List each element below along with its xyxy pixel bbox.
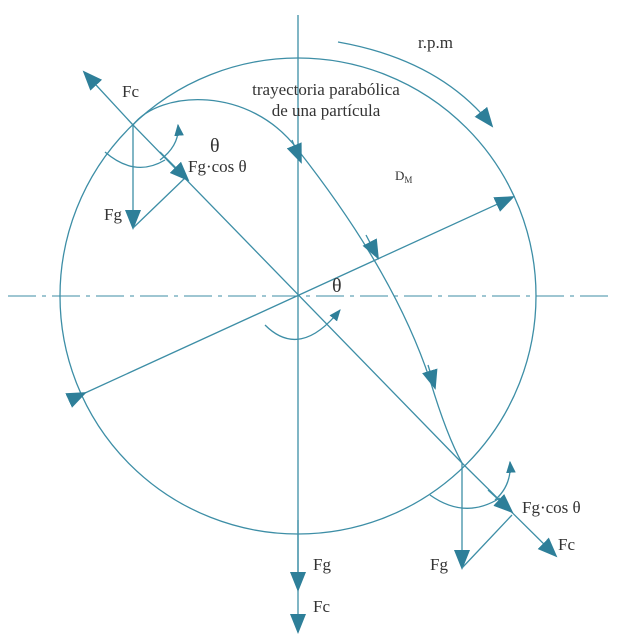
fg-label: Fg <box>104 205 122 224</box>
fc-label: Fc <box>313 597 330 616</box>
angle-arc <box>159 123 184 161</box>
angle-arc <box>264 309 341 340</box>
fg-cos-label: Fg·cos θ <box>188 157 247 176</box>
fc-label: Fc <box>122 82 139 101</box>
trajectory-arrow <box>286 139 302 164</box>
fc-top-arrow <box>82 70 134 126</box>
fc-label: Fc <box>558 535 575 554</box>
component-line <box>461 514 513 569</box>
component-line <box>132 176 187 229</box>
angle-arc <box>494 460 516 501</box>
trajectory-arrow <box>422 364 438 390</box>
angle-arc <box>429 494 501 509</box>
angle-arc <box>104 151 166 168</box>
fg-cos-label: Fg·cos θ <box>522 498 581 517</box>
theta-label: θ <box>210 135 220 157</box>
diameter-subscript: M <box>404 175 412 185</box>
trajectory-arrow <box>362 234 379 260</box>
theta-label: θ <box>332 275 342 297</box>
diameter-symbol: D <box>395 168 404 183</box>
fg-label: Fg <box>313 555 331 574</box>
fg-label: Fg <box>430 555 448 574</box>
fg-cos-bottom-arrow <box>487 489 514 514</box>
rpm-arrow <box>337 41 494 128</box>
rpm-label: r.p.m <box>418 33 453 52</box>
diameter-label: DM <box>395 168 412 185</box>
trajectory-label: trayectoria parabólica <box>252 80 400 99</box>
trajectory <box>132 99 463 464</box>
trajectory-label: de una partícula <box>272 101 381 120</box>
